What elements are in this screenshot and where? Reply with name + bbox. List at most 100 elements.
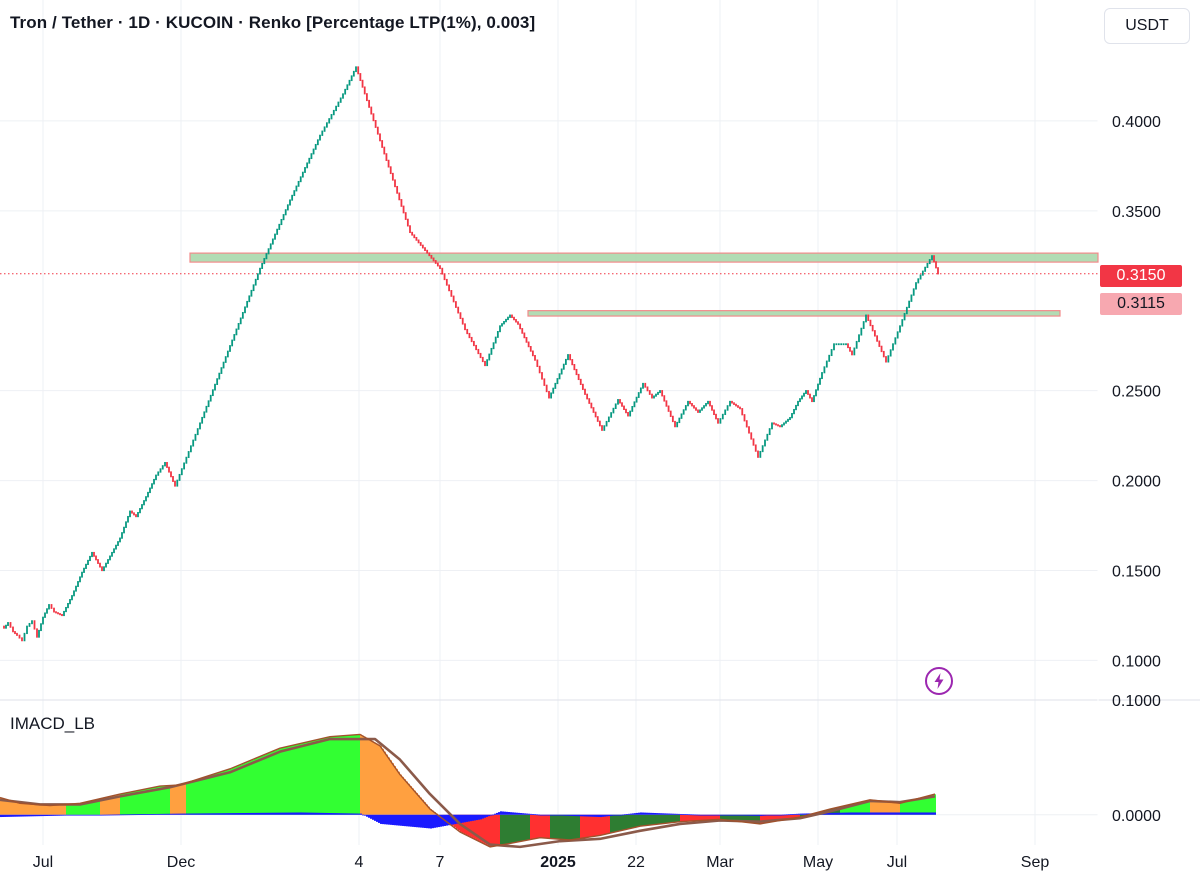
histogram-bar bbox=[584, 814, 586, 838]
histogram-bar bbox=[666, 814, 668, 824]
indicator-label[interactable]: IMACD_LB bbox=[10, 714, 96, 733]
histogram-bar bbox=[484, 814, 486, 844]
renko-brick bbox=[385, 153, 388, 161]
histogram-bar bbox=[294, 744, 296, 815]
renko-brick bbox=[63, 610, 65, 617]
histogram-bar bbox=[100, 798, 102, 815]
renko-brick bbox=[83, 567, 85, 573]
renko-brick bbox=[87, 559, 89, 566]
histogram-bar bbox=[164, 785, 166, 815]
histogram-bar bbox=[182, 784, 184, 815]
macd-line bbox=[0, 733, 936, 848]
renko-brick bbox=[145, 496, 147, 502]
diff-bar bbox=[702, 814, 704, 816]
renko-brick bbox=[577, 373, 580, 381]
renko-brick bbox=[330, 114, 333, 120]
renko-brick bbox=[729, 400, 731, 407]
diff-bar bbox=[110, 814, 112, 816]
renko-brick bbox=[534, 355, 536, 361]
diff-bar bbox=[514, 812, 516, 815]
histogram-bar bbox=[612, 814, 614, 833]
diff-bar bbox=[608, 814, 610, 817]
diff-bar bbox=[324, 812, 326, 815]
histogram-bar bbox=[746, 814, 748, 823]
renko-brick bbox=[323, 126, 326, 132]
renko-brick bbox=[368, 99, 370, 108]
histogram-bar bbox=[744, 814, 746, 823]
histogram-bar bbox=[418, 795, 420, 815]
histogram-bar bbox=[662, 814, 664, 824]
renko-brick bbox=[603, 425, 606, 431]
renko-brick bbox=[795, 404, 797, 411]
renko-brick bbox=[871, 324, 874, 332]
histogram-bar bbox=[580, 814, 582, 839]
histogram-bar bbox=[272, 751, 274, 815]
histogram-bar bbox=[18, 802, 20, 815]
diff-bar bbox=[704, 814, 706, 816]
histogram-bar bbox=[686, 814, 688, 822]
renko-brick bbox=[461, 317, 464, 325]
renko-brick bbox=[830, 349, 833, 357]
diff-bar bbox=[30, 814, 32, 817]
histogram-bar bbox=[850, 804, 852, 815]
diff-bar bbox=[2, 814, 4, 818]
histogram-bar bbox=[86, 801, 88, 815]
histogram-bar bbox=[44, 805, 46, 815]
diff-bar bbox=[516, 812, 518, 815]
diff-bar bbox=[240, 813, 242, 815]
diff-bar bbox=[54, 814, 56, 816]
diff-bar bbox=[116, 814, 118, 816]
renko-brick bbox=[552, 387, 555, 394]
renko-brick bbox=[135, 514, 137, 518]
diff-bar bbox=[436, 814, 438, 828]
histogram-bar bbox=[62, 804, 64, 815]
diff-bar bbox=[662, 813, 664, 815]
renko-brick bbox=[21, 637, 23, 642]
renko-brick bbox=[143, 500, 145, 506]
diff-bar bbox=[658, 813, 660, 815]
diff-bar bbox=[564, 814, 566, 816]
renko-brick bbox=[880, 345, 883, 353]
price-axis-label: 0.3500 bbox=[1112, 204, 1161, 221]
diff-bar bbox=[262, 812, 264, 815]
histogram-bar bbox=[784, 814, 786, 820]
currency-button[interactable]: USDT bbox=[1104, 8, 1190, 44]
diff-bar bbox=[108, 814, 110, 816]
diff-bar bbox=[4, 814, 6, 817]
histogram-bar bbox=[534, 814, 536, 839]
lightning-bolt-icon[interactable] bbox=[924, 666, 954, 696]
histogram-bar bbox=[66, 804, 68, 815]
renko-brick bbox=[280, 218, 283, 226]
histogram-bar bbox=[510, 814, 512, 844]
renko-brick bbox=[205, 405, 208, 413]
renko-brick bbox=[319, 134, 321, 141]
renko-brick bbox=[787, 418, 789, 422]
renko-brick bbox=[781, 424, 783, 428]
histogram-bar bbox=[764, 814, 766, 824]
renko-brick bbox=[119, 537, 121, 543]
histogram-bar bbox=[602, 814, 604, 835]
diff-bar bbox=[646, 812, 648, 815]
diff-bar bbox=[678, 813, 680, 815]
diff-bar bbox=[186, 813, 188, 815]
histogram-bar bbox=[108, 796, 110, 815]
histogram-bar bbox=[246, 762, 248, 815]
histogram-bar bbox=[490, 814, 492, 847]
resistance-zones[interactable] bbox=[0, 252, 1099, 317]
histogram-bar bbox=[638, 814, 640, 827]
histogram-bar bbox=[728, 814, 730, 821]
histogram-bar bbox=[406, 781, 408, 815]
renko-brick bbox=[849, 346, 851, 352]
diff-bar bbox=[908, 812, 910, 815]
renko-brick bbox=[665, 400, 668, 407]
renko-brick bbox=[153, 478, 155, 485]
renko-brick bbox=[803, 392, 805, 397]
histogram-bar bbox=[866, 800, 868, 815]
renko-brick bbox=[908, 300, 911, 309]
histogram-bar bbox=[382, 748, 384, 815]
renko-brick bbox=[761, 445, 764, 453]
renko-brick bbox=[363, 86, 366, 95]
renko-brick bbox=[669, 410, 672, 417]
renko-brick bbox=[569, 354, 572, 361]
